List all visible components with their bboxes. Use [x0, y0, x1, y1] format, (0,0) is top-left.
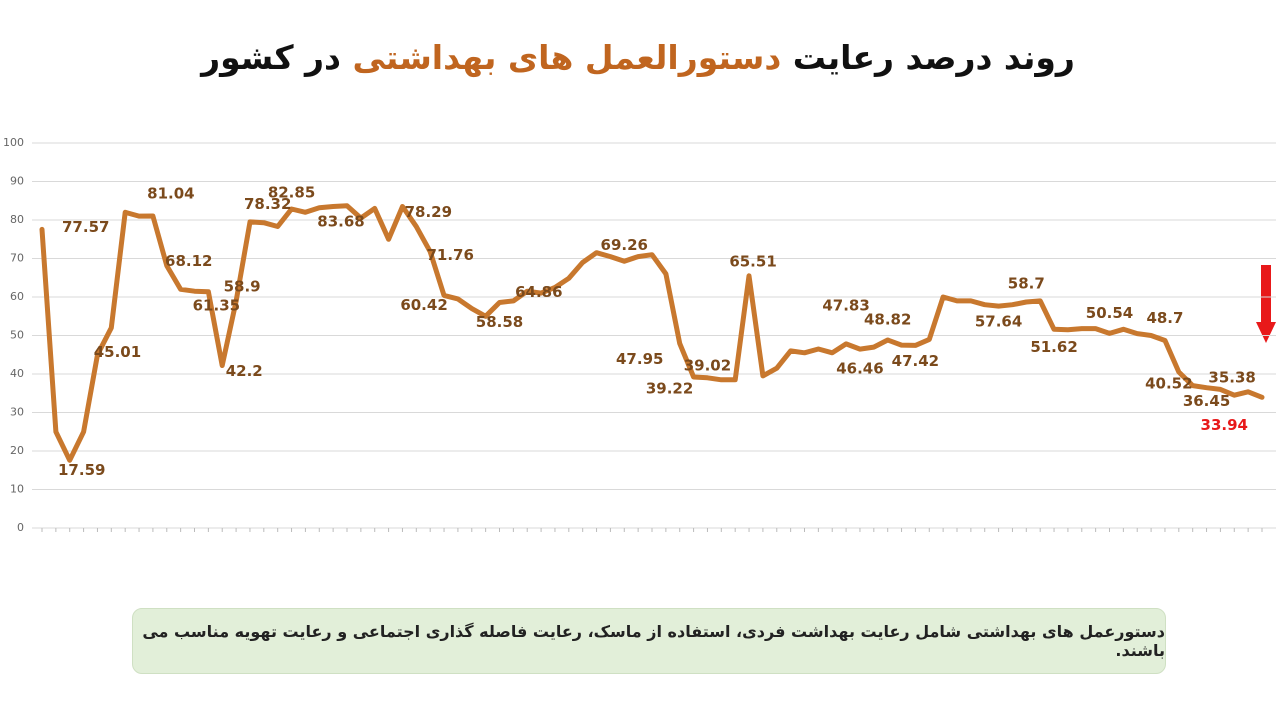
- value-label: 42.2: [226, 362, 263, 380]
- value-label: 33.94: [1201, 416, 1248, 434]
- y-tick-label: 10: [10, 483, 24, 496]
- title-part: روند درصد رعایت: [792, 38, 1075, 77]
- value-label: 17.59: [58, 461, 105, 479]
- y-tick-label: 60: [10, 290, 24, 303]
- value-label: 39.02: [684, 356, 731, 374]
- y-tick-label: 40: [10, 367, 24, 380]
- value-label: 60.42: [400, 296, 447, 314]
- value-label: 58.9: [224, 278, 261, 296]
- value-label: 65.51: [729, 252, 776, 270]
- value-label: 81.04: [147, 184, 194, 202]
- value-label: 48.82: [864, 311, 911, 329]
- value-label: 78.29: [405, 203, 452, 221]
- y-tick-label: 20: [10, 444, 24, 457]
- y-tick-label: 100: [3, 136, 24, 149]
- value-label: 58.7: [1008, 275, 1045, 293]
- y-tick-label: 90: [10, 175, 24, 188]
- value-label: 36.45: [1183, 392, 1230, 410]
- y-tick-label: 70: [10, 252, 24, 265]
- value-label: 45.01: [94, 343, 141, 361]
- chart-title: روند درصد رعایت دستورالعمل های بهداشتی د…: [0, 38, 1276, 77]
- value-label: 77.57: [62, 218, 109, 236]
- arrow: [1256, 265, 1276, 343]
- value-label: 71.76: [426, 246, 473, 264]
- title-part: در کشور: [201, 38, 341, 77]
- value-label: 61.35: [193, 296, 240, 314]
- value-label: 58.58: [476, 313, 523, 331]
- value-label: 83.68: [317, 212, 364, 230]
- value-label: 57.64: [975, 313, 1022, 331]
- value-label: 39.22: [646, 380, 693, 398]
- value-label: 64.86: [515, 283, 562, 301]
- value-label: 35.38: [1208, 368, 1255, 386]
- line: [39, 203, 1265, 463]
- y-tick-label: 80: [10, 213, 24, 226]
- value-label: 51.62: [1030, 338, 1077, 356]
- value-label: 78.32: [244, 195, 291, 213]
- value-label: 50.54: [1086, 304, 1133, 322]
- value-label: 48.7: [1146, 309, 1183, 327]
- value-label: 47.95: [616, 350, 663, 368]
- value-label: 68.12: [165, 252, 212, 270]
- footnote: دستورعمل های بهداشتی شامل رعایت بهداشت ف…: [132, 608, 1166, 674]
- title-highlight: دستورالعمل های بهداشتی: [352, 38, 782, 77]
- y-tick-label: 0: [17, 521, 24, 534]
- chart: 0 10 20 30 40 50 60 70 80 90 100 77.57 17.59 45.01 81.…: [3, 136, 1276, 534]
- value-label: 47.42: [892, 352, 939, 370]
- value-label: 82.85: [268, 184, 315, 202]
- y-tick-label: 30: [10, 406, 24, 419]
- value-label: 46.46: [836, 360, 883, 378]
- value-label: 47.83: [822, 296, 869, 314]
- value-label: 40.52: [1145, 374, 1192, 392]
- y-tick-label: 50: [10, 329, 24, 342]
- value-label: 69.26: [601, 236, 648, 254]
